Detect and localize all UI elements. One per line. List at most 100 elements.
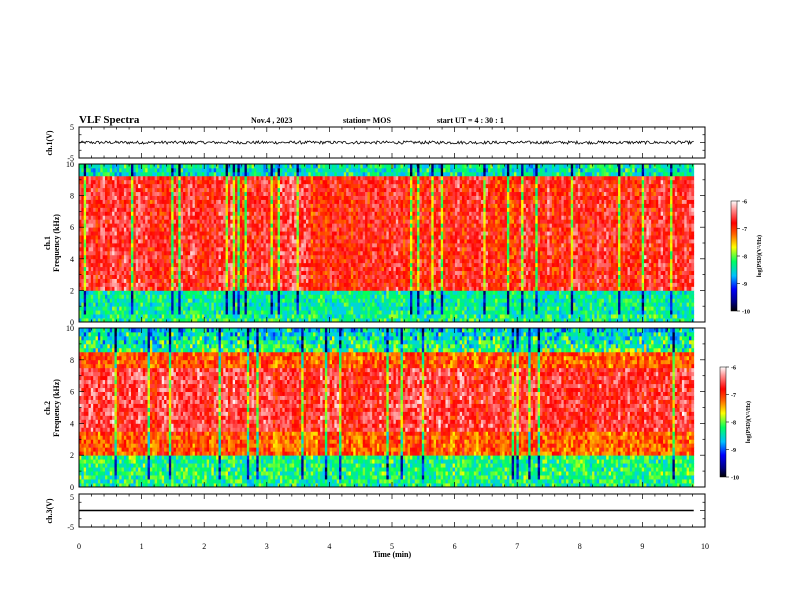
- ch1-spectrogram-cell: [199, 187, 203, 193]
- ch1-spectrogram-cell: [145, 231, 148, 236]
- ch1-spectrogram-cell: [154, 243, 158, 248]
- ch1-spectrogram-cell: [157, 199, 160, 204]
- ch1-spectrogram-cell: [88, 282, 92, 287]
- ch1-spectrogram-cell: [291, 231, 295, 236]
- ch1-spectrogram-cell: [105, 223, 108, 228]
- ch1-spectrogram-cell: [308, 167, 312, 173]
- ch1-spectrogram-cell: [109, 243, 113, 248]
- ch1-spectrogram-cell: [81, 183, 85, 189]
- ch1-spectrogram-cell: [270, 239, 274, 244]
- ch1-spectrogram-cell: [145, 290, 148, 295]
- ch1-spectrogram-cell: [213, 278, 217, 283]
- ch1-spectrogram-cell: [178, 235, 182, 240]
- ch1-spectrogram-cell: [211, 298, 215, 303]
- ch1-spectrogram-cell: [296, 286, 300, 291]
- ch1-spectrogram-cell: [272, 246, 276, 252]
- ch1-spectrogram-cell: [168, 187, 172, 193]
- ch1-spectrogram-cell: [209, 227, 212, 232]
- ch1-spectrogram-cell: [159, 191, 163, 196]
- ch1-spectrogram-cell: [225, 199, 229, 204]
- ch1-spectrogram-cell: [362, 227, 366, 232]
- ch1-spectrogram-cell: [336, 294, 340, 299]
- ch1-spectrogram-cell: [86, 250, 89, 256]
- ch1-spectrogram-cell: [270, 254, 274, 260]
- ch1-spectrogram-cell: [93, 286, 96, 291]
- ch1-spectrogram-cell: [157, 215, 160, 220]
- ch1-spectrogram-cell: [320, 286, 323, 291]
- ch1-spectrogram-cell: [211, 246, 215, 252]
- ch1-spectrogram-cell: [223, 191, 226, 196]
- ch1-spectrogram-cell: [268, 290, 271, 295]
- ch1-spectrogram-cell: [223, 231, 226, 236]
- ch1-spectrogram-cell: [187, 270, 191, 275]
- ch1-spectrogram-cell: [173, 246, 177, 252]
- ch1-spectrogram-cell: [289, 215, 293, 220]
- ch1-spectrogram-cell: [324, 243, 328, 248]
- ch1-spectrogram-cell: [265, 302, 269, 307]
- ch1-spectrogram-cell: [249, 203, 252, 208]
- ch1-spectrogram-cell: [331, 183, 335, 189]
- ch1-spectrogram-cell: [164, 235, 167, 240]
- ch1-spectrogram-cell: [268, 231, 271, 236]
- ch1-spectrogram-cell: [112, 254, 115, 260]
- ch1-spectrogram-cell: [97, 171, 101, 177]
- ch1-spectrogram-cell: [289, 239, 293, 244]
- ch1-spectrogram-cell: [329, 250, 333, 256]
- ch1-spectrogram-cell: [258, 274, 262, 279]
- ch1-spectrogram-cell: [331, 262, 335, 268]
- ch1-spectrogram-cell: [343, 211, 347, 216]
- ch1-spectrogram-cell: [327, 298, 331, 303]
- ch1-spectrogram-cell: [185, 310, 189, 315]
- ch1-spectrogram-cell: [350, 254, 354, 260]
- ch1-spectrogram-cell: [178, 223, 182, 228]
- ch1-spectrogram-cell: [308, 290, 312, 295]
- ch1-spectrogram-cell: [175, 290, 179, 295]
- ch1-spectrogram-cell: [263, 219, 267, 224]
- ch1-spectrogram-cell: [298, 191, 302, 196]
- ch1-spectrogram-cell: [253, 203, 257, 208]
- ch1-spectrogram-cell: [277, 314, 281, 319]
- ch1-spectrogram-cell: [289, 270, 293, 275]
- ch1-spectrogram-cell: [294, 235, 297, 240]
- ch1-spectrogram-cell: [105, 187, 108, 193]
- ch1-spectrogram-cell: [265, 179, 269, 185]
- ch1-spectrogram-cell: [187, 195, 191, 200]
- ch1-spectrogram-cell: [175, 215, 179, 220]
- ch1-spectrogram-cell: [227, 270, 231, 275]
- ch1-spectrogram-cell: [343, 164, 347, 169]
- ch1-spectrogram-cell: [154, 179, 158, 185]
- ch1-spectrogram-cell: [168, 246, 172, 252]
- ch1-spectrogram-cell: [131, 306, 134, 311]
- ch1-spectrogram-cell: [232, 282, 236, 287]
- ch1-spectrogram-cell: [192, 250, 196, 256]
- ch1-spectrogram-cell: [109, 164, 113, 169]
- ch1-spectrogram-cell: [263, 231, 267, 236]
- ch1-spectrogram-cell: [350, 298, 354, 303]
- ch1-spectrogram-cell: [218, 310, 222, 315]
- ch1-spectrogram-cell: [230, 164, 234, 169]
- ch1-spectrogram-cell: [109, 246, 113, 252]
- ch1-spectrogram-cell: [343, 187, 347, 193]
- ch1-spectrogram-cell: [268, 235, 271, 240]
- ch1-spectrogram-cell: [289, 199, 293, 204]
- ch1-spectrogram-cell: [284, 227, 288, 232]
- ch1-spectrogram-cell: [213, 318, 217, 323]
- ch1-spectrogram-cell: [279, 306, 283, 311]
- ch1-spectrogram-cell: [173, 250, 177, 256]
- ch1-spectrogram-cell: [152, 179, 156, 185]
- ch1-spectrogram-cell: [298, 266, 302, 272]
- ch1-spectrogram-cell: [313, 215, 316, 220]
- ch1-spectrogram-cell: [123, 195, 127, 200]
- ch1-spectrogram-cell: [265, 219, 269, 224]
- ch1-spectrogram-cell: [95, 243, 99, 248]
- ch1-spectrogram-cell: [322, 306, 326, 311]
- ch1-spectrogram-cell: [272, 167, 276, 173]
- ch1-spectrogram-cell: [339, 278, 342, 283]
- ch1-spectrogram-cell: [348, 219, 352, 224]
- ch1-spectrogram-cell: [272, 187, 276, 193]
- ch1-spectrogram-cell: [131, 211, 134, 216]
- ch1-spectrogram-cell: [88, 286, 92, 291]
- ch1-spectrogram-cell: [350, 274, 354, 279]
- ch1-spectrogram-cell: [360, 223, 364, 228]
- ch1-spectrogram-cell: [313, 262, 316, 268]
